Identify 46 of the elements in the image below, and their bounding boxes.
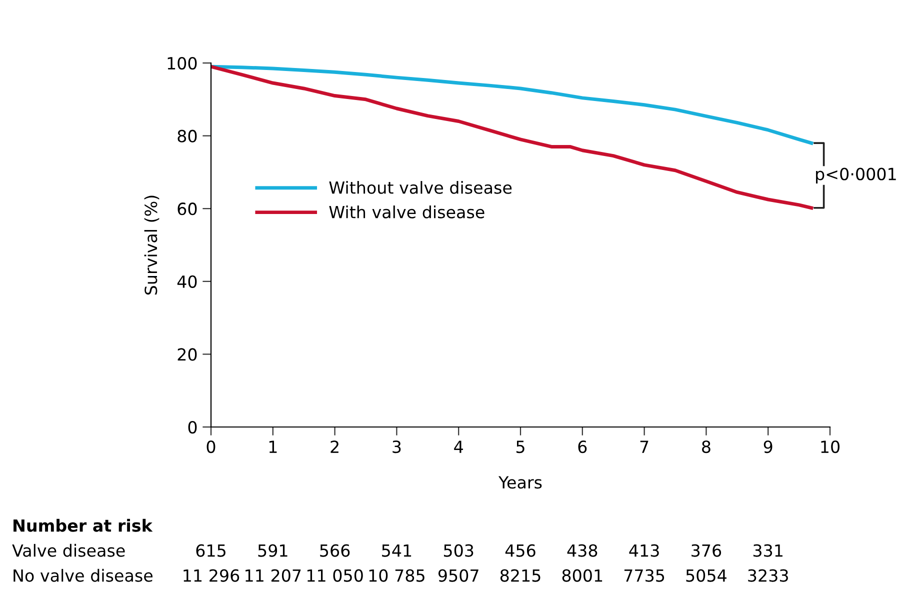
text: 566 <box>320 544 350 557</box>
text: 11 050 <box>307 569 363 582</box>
x-tick-label: 3 <box>392 440 401 454</box>
text: 7735 <box>624 569 664 582</box>
text: Number at risk <box>14 518 153 532</box>
y-tick-label: 60 <box>178 202 197 216</box>
x-tick-label: 1 <box>269 440 277 453</box>
x-tick-label: 5 <box>516 440 524 454</box>
x-tick-label: 8 <box>702 440 710 454</box>
text: 3233 <box>748 569 788 582</box>
x-tick-label: 7 <box>640 440 648 453</box>
legend-label: With valve disease <box>329 205 484 218</box>
text: 591 <box>258 544 288 557</box>
x-tick-label: 9 <box>764 440 772 454</box>
text: 5054 <box>686 569 726 582</box>
x-tick-label: 0 <box>206 440 216 454</box>
text: 503 <box>444 544 474 557</box>
legend-label: Without valve disease <box>329 181 512 194</box>
text: 541 <box>382 544 412 557</box>
text: 8001 <box>562 569 602 582</box>
text: 11 207 <box>246 569 301 582</box>
x-axis-title: Years <box>498 476 542 489</box>
text: 9507 <box>438 569 478 582</box>
y-tick-label: 100 <box>168 56 197 70</box>
text: Valve disease <box>12 544 125 557</box>
x-tick-label: 10 <box>821 440 840 454</box>
x-tick-label: 6 <box>578 440 587 454</box>
y-tick-label: 40 <box>177 275 197 288</box>
y-tick-label: 80 <box>178 130 197 142</box>
annotation: p<0·0001 <box>816 168 896 184</box>
text: 376 <box>692 544 722 557</box>
y-tick-label: 0 <box>188 420 197 434</box>
text: 615 <box>196 544 226 557</box>
line-series <box>211 64 814 145</box>
text: No valve disease <box>14 568 152 582</box>
text: 10 785 <box>369 569 424 582</box>
text: 413 <box>629 544 659 557</box>
text: 331 <box>753 544 782 557</box>
x-tick-label: 4 <box>454 440 463 453</box>
text: 11 296 <box>184 569 240 582</box>
text: 456 <box>505 544 536 557</box>
text: 438 <box>567 544 598 557</box>
x-tick-label: 2 <box>330 440 338 453</box>
y-axis-title: Survival (%) <box>144 196 160 295</box>
text: 8215 <box>500 569 540 582</box>
y-tick-label: 20 <box>178 348 197 361</box>
